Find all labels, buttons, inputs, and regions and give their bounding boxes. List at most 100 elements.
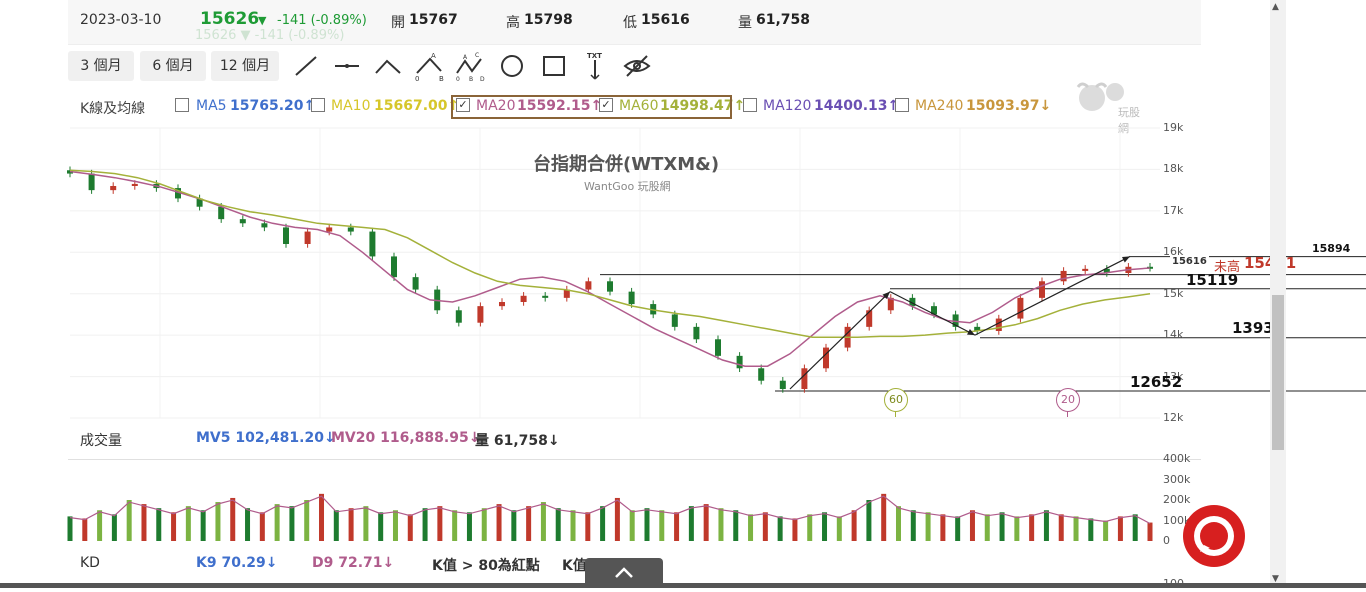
ma20-line: [69, 170, 1151, 367]
page-scrollbar[interactable]: [1270, 0, 1286, 588]
rectangle-tool-icon[interactable]: [537, 51, 571, 81]
candlestick: [455, 310, 462, 323]
scroll-to-top-button[interactable]: [585, 558, 663, 588]
price-axis-tick: 17k: [1163, 203, 1184, 217]
ma-legend-row: K線及均線 MA5 15765.20↑ MA10 15667.00↑ ✓ MA2…: [0, 96, 1100, 118]
wantgoo-logo: 玩股網: [1072, 78, 1142, 135]
horizontal-line-tool-icon[interactable]: [330, 51, 364, 81]
candlestick: [1017, 297, 1024, 319]
volume-bar: [437, 506, 443, 541]
trend-line: [789, 291, 891, 390]
volume-bar: [289, 506, 295, 541]
ma20-checkbox[interactable]: ✓: [456, 98, 470, 112]
volume-bar: [481, 508, 487, 541]
ma60-marker-stem: [895, 411, 896, 417]
ma20-marker[interactable]: 20: [1056, 388, 1080, 412]
chat-button[interactable]: [1183, 505, 1245, 567]
volume-chart[interactable]: [0, 455, 1200, 545]
volume-bar: [466, 512, 472, 541]
d9-value: D9 72.71↓: [312, 555, 395, 571]
volume-bar: [940, 514, 946, 541]
volume-bar: [822, 512, 828, 541]
svg-text:D: D: [480, 76, 485, 81]
abc-pattern-tool-icon[interactable]: A 0 B: [412, 51, 446, 83]
price-axis-tick: 13k: [1163, 369, 1184, 383]
volume-bar: [1088, 518, 1094, 541]
volume-bar: [215, 502, 221, 541]
candlestick: [607, 281, 613, 292]
volume-bar: [866, 500, 872, 541]
candlestick: [563, 289, 570, 298]
candlestick: [499, 302, 505, 307]
ma60-checkbox[interactable]: ✓: [599, 98, 613, 112]
volume-axis-tick: 400k: [1163, 452, 1191, 465]
volume-bar: [422, 508, 428, 541]
candlestick: [974, 326, 981, 331]
volume-bar: [733, 510, 739, 541]
candlestick: [175, 188, 181, 199]
candlestick: [628, 291, 635, 305]
scrollbar-thumb[interactable]: [1272, 295, 1284, 450]
svg-text:C: C: [475, 52, 479, 59]
svg-text:TXT: TXT: [587, 52, 602, 60]
volume-bar: [807, 514, 813, 541]
volume-bar: [274, 504, 280, 541]
ma5-checkbox[interactable]: [175, 98, 189, 112]
volume-bar: [1132, 514, 1138, 541]
volume-bar: [895, 506, 901, 541]
volume-bar: [511, 510, 517, 541]
candlestick: [801, 368, 808, 389]
svg-text:B: B: [439, 75, 444, 81]
ma60-marker[interactable]: 60: [884, 388, 908, 412]
volume-bar: [748, 514, 754, 541]
circle-tool-icon[interactable]: [495, 51, 529, 81]
range-3m-button[interactable]: 3 個月: [68, 51, 134, 81]
last-price-tag: 15616: [1170, 256, 1209, 267]
volume-bar: [718, 508, 724, 541]
ma-selection-highlight: [451, 95, 732, 119]
volume-bar: [230, 497, 236, 541]
trend-line: [974, 255, 1131, 336]
candlestick: [218, 206, 225, 220]
volume-bar: [82, 518, 88, 541]
last-price: 15626: [200, 9, 260, 29]
candlestick: [88, 173, 95, 191]
mv5-value: MV5 102,481.20↓: [196, 430, 336, 446]
candlestick: [736, 355, 743, 369]
volume-divider: [68, 459, 1201, 460]
volume-bar: [1073, 516, 1079, 541]
down-triangle-icon: ▼: [258, 14, 267, 27]
volume-bar: [1029, 514, 1035, 541]
ma120-name: MA120: [763, 98, 812, 114]
ma120-checkbox[interactable]: [743, 98, 757, 112]
ma5-value: 15765.20↑: [230, 98, 316, 114]
range-6m-button[interactable]: 6 個月: [140, 51, 206, 81]
scroll-up-arrow-icon[interactable]: ▲: [1272, 2, 1279, 12]
volume-bar: [1043, 510, 1049, 541]
angle-tool-icon[interactable]: [371, 51, 405, 81]
range-12m-button[interactable]: 12 個月: [211, 51, 279, 81]
bottom-bar: [0, 583, 1366, 588]
ma10-checkbox[interactable]: [311, 98, 325, 112]
ma240-checkbox[interactable]: [895, 98, 909, 112]
line-tool-icon[interactable]: [289, 51, 323, 81]
ma20-marker-stem: [1067, 411, 1068, 417]
candlestick: [585, 281, 592, 290]
text-tool-icon[interactable]: TXT: [578, 51, 612, 81]
price-chart[interactable]: [0, 118, 1366, 420]
volume-bar: [392, 510, 398, 541]
scroll-down-arrow-icon[interactable]: ▼: [1272, 574, 1279, 584]
candlestick: [369, 231, 376, 257]
candlestick: [304, 231, 311, 244]
volume-axis-tick: 300k: [1163, 472, 1191, 486]
volume-bar: [185, 506, 191, 541]
ma60-marker-label: 60: [889, 393, 903, 406]
level-12652-label: 12652: [1130, 373, 1183, 391]
volume-section: 成交量 MV5 102,481.20↓ MV20 116,888.95↓ 量 6…: [0, 430, 700, 450]
volume-bar: [777, 516, 783, 541]
hide-tool-icon[interactable]: [620, 51, 654, 81]
high-value: 15798: [524, 12, 573, 28]
svg-text:0: 0: [415, 75, 419, 81]
trend-line: [889, 291, 976, 336]
